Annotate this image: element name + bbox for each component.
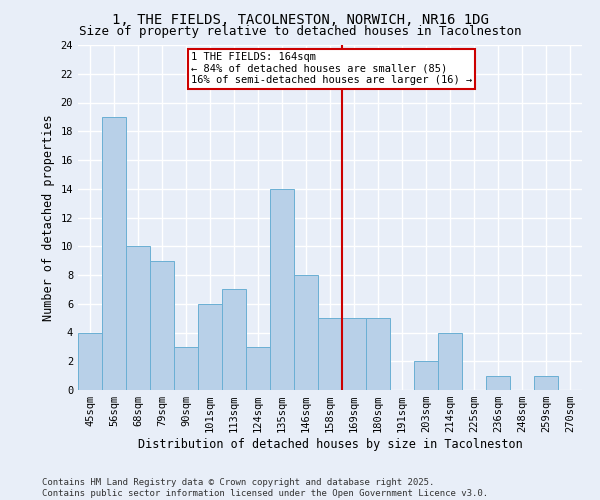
Text: Size of property relative to detached houses in Tacolneston: Size of property relative to detached ho… (79, 25, 521, 38)
Bar (486, 376, 510, 390)
Bar (318, 318, 342, 390)
Bar (126, 246, 150, 390)
Bar (414, 361, 438, 390)
X-axis label: Distribution of detached houses by size in Tacolneston: Distribution of detached houses by size … (137, 438, 523, 451)
Bar (174, 347, 198, 390)
Text: Contains HM Land Registry data © Crown copyright and database right 2025.
Contai: Contains HM Land Registry data © Crown c… (42, 478, 488, 498)
Bar (366, 318, 390, 390)
Bar (246, 347, 270, 390)
Bar (294, 275, 318, 390)
Bar (78, 332, 102, 390)
Bar (270, 188, 294, 390)
Text: 1, THE FIELDS, TACOLNESTON, NORWICH, NR16 1DG: 1, THE FIELDS, TACOLNESTON, NORWICH, NR1… (112, 12, 488, 26)
Bar (438, 332, 462, 390)
Bar (198, 304, 222, 390)
Bar (102, 117, 126, 390)
Bar (150, 260, 174, 390)
Y-axis label: Number of detached properties: Number of detached properties (42, 114, 55, 321)
Text: 1 THE FIELDS: 164sqm
← 84% of detached houses are smaller (85)
16% of semi-detac: 1 THE FIELDS: 164sqm ← 84% of detached h… (191, 52, 472, 86)
Bar (342, 318, 366, 390)
Bar (534, 376, 558, 390)
Bar (222, 290, 246, 390)
